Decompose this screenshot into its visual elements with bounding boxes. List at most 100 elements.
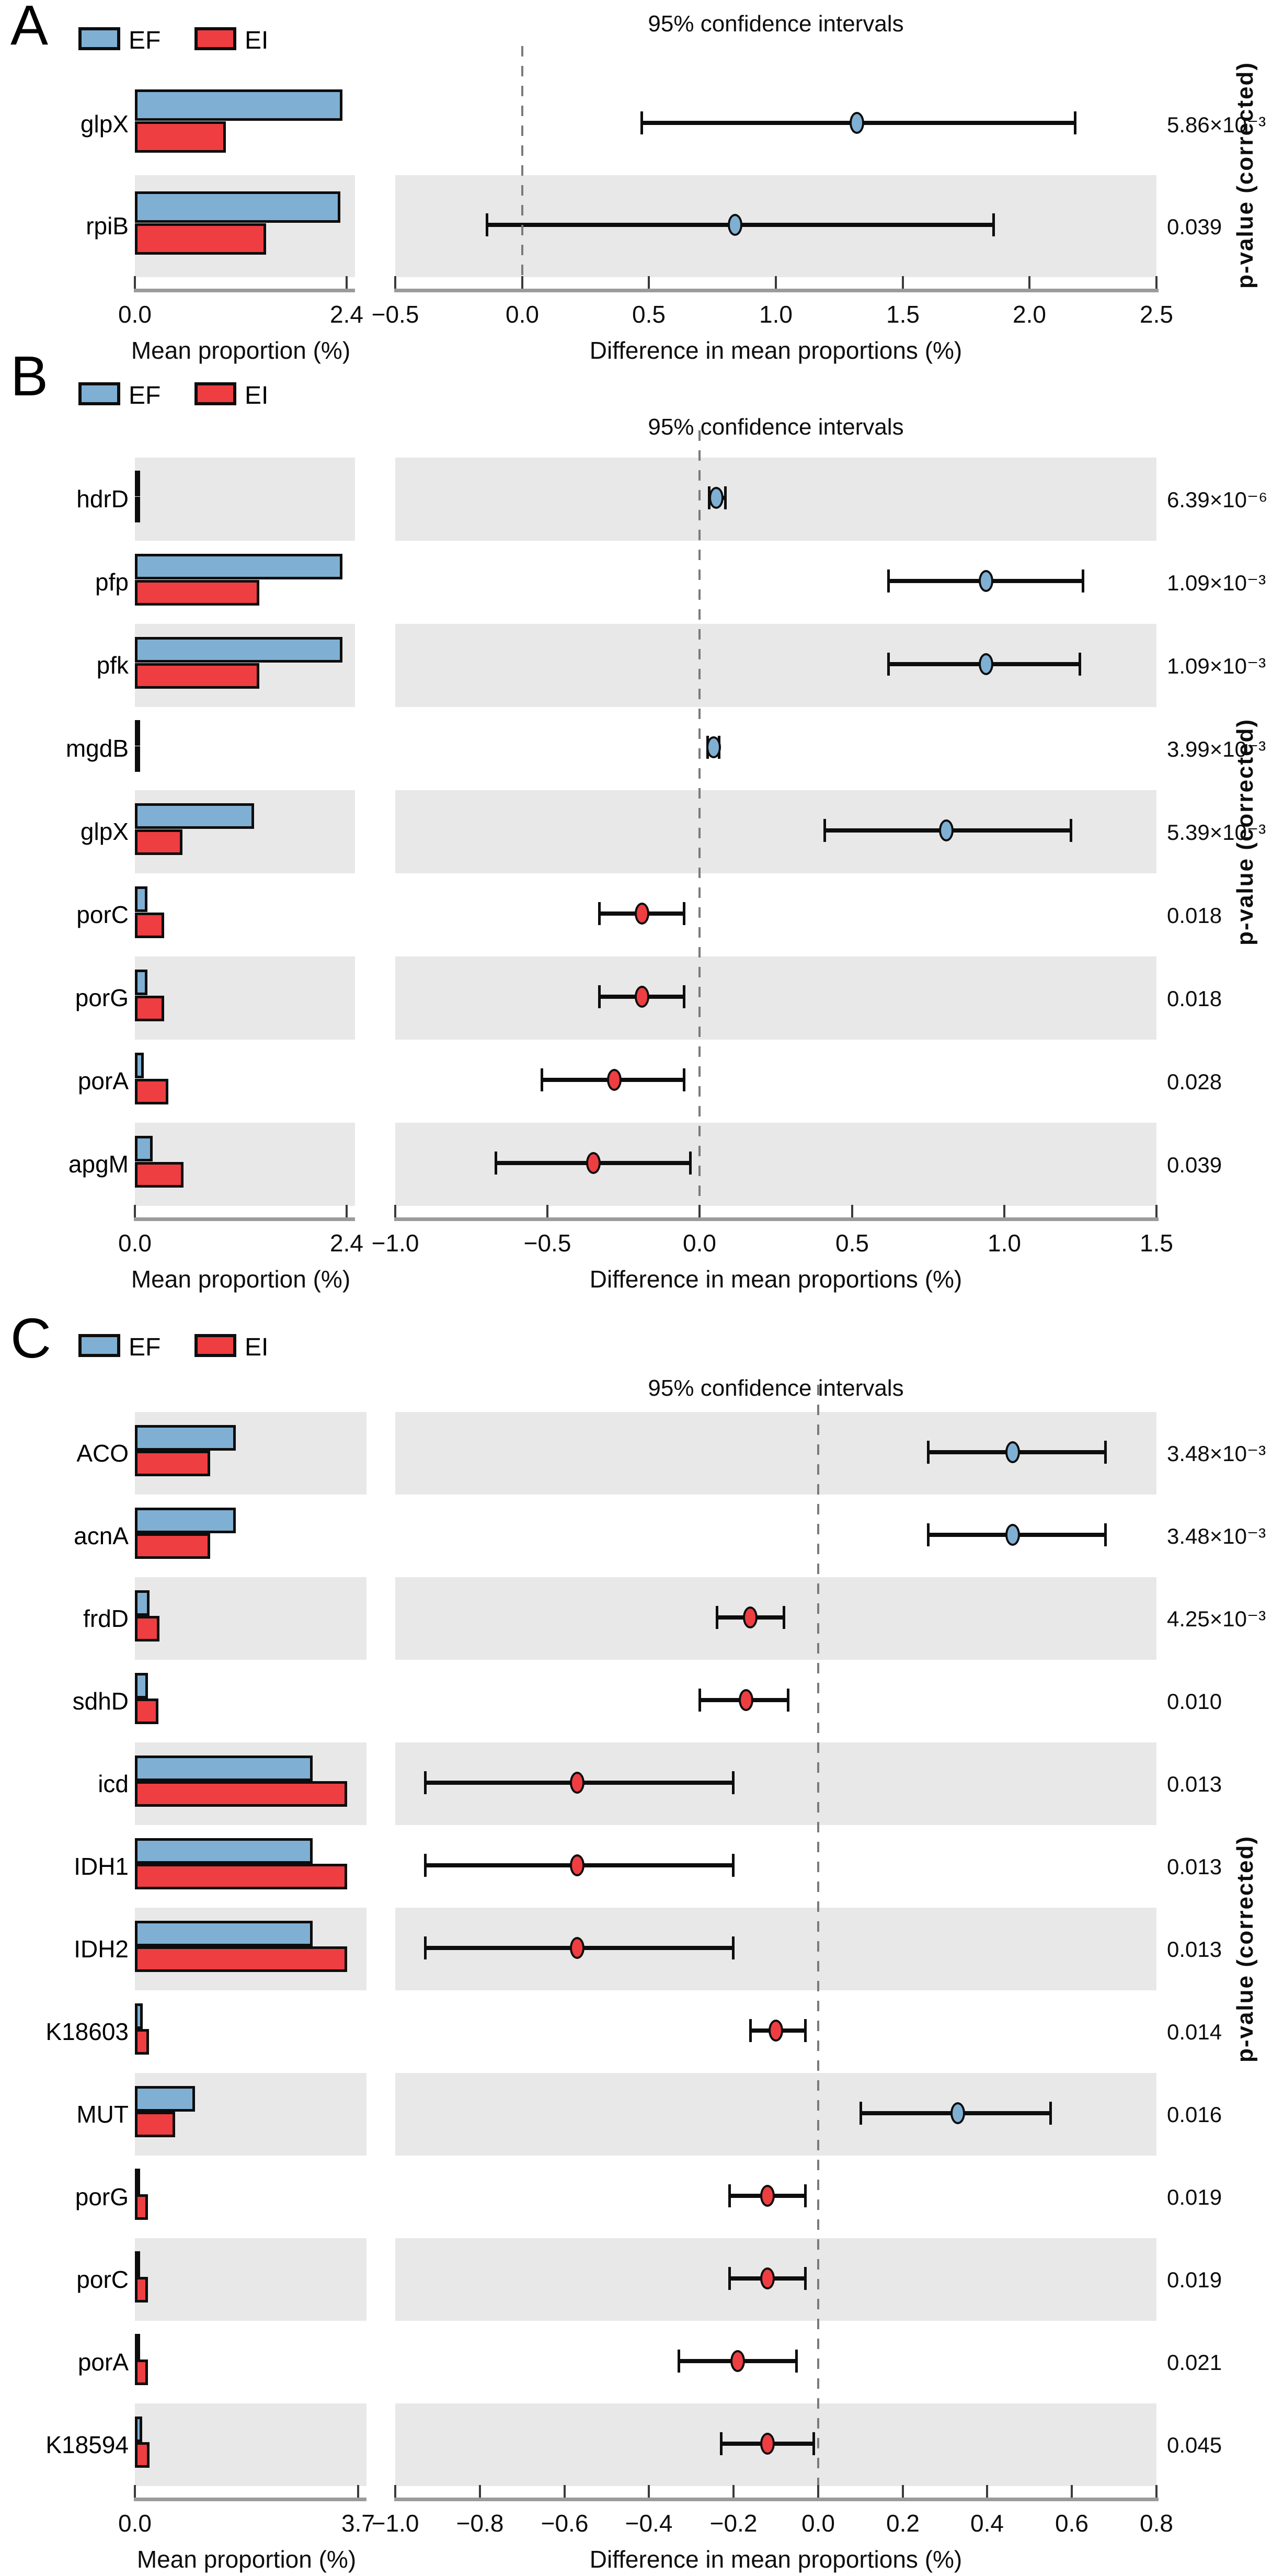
p-value: 6.39×10⁻⁶ (1167, 487, 1268, 512)
axis-tick (564, 2485, 566, 2498)
ei-bar (135, 1079, 168, 1104)
ci-dot (635, 903, 649, 925)
p-value: 0.013 (1167, 1772, 1222, 1796)
p-value: 1.09×10⁻³ (1167, 654, 1266, 678)
axis-tick (394, 1205, 396, 1217)
ci-cap-high (787, 1689, 789, 1712)
legend-ei-label: EI (245, 382, 269, 409)
axis-tick-label: 2.5 (1140, 301, 1173, 328)
axis-tick (134, 2485, 136, 2498)
ci-dot (706, 736, 721, 758)
ci-cap-high (732, 1936, 735, 1959)
axis-tick (346, 276, 348, 289)
axis-tick-label: −0.5 (523, 1229, 571, 1257)
ci-cap-high (683, 1068, 685, 1091)
right-axis-title: Difference in mean proportions (%) (589, 337, 962, 364)
ef-bar (135, 1921, 313, 1946)
legend-ei-swatch (194, 1334, 236, 1357)
ci-dot (570, 1937, 585, 1959)
ci-cap-low (860, 2102, 862, 2125)
ef-bar (135, 803, 254, 829)
p-value: 0.019 (1167, 2185, 1222, 2209)
ci-cap-high (1082, 569, 1084, 592)
row-porG: porG 0.019 (0, 2156, 1272, 2238)
ef-bar (135, 2417, 142, 2442)
axis-tick-label: 1.5 (886, 301, 920, 328)
ci-dot (709, 487, 724, 509)
right-axis-line (394, 2498, 1159, 2501)
p-value: 3.99×10⁻³ (1167, 737, 1266, 761)
ci-cap-low (640, 111, 643, 134)
ei-bar (135, 746, 140, 772)
ei-bar (135, 1781, 347, 1807)
ci-cap-low (541, 1068, 543, 1091)
axis-tick (1155, 1205, 1158, 1217)
ci-cap-high (783, 1606, 785, 1629)
ei-bar (135, 663, 259, 689)
ei-bar (135, 1533, 210, 1559)
ei-bar (135, 2112, 175, 2137)
ci-dot (728, 214, 742, 236)
legend-ei-swatch (194, 382, 236, 405)
row-glpX: glpX 5.39×10⁻³ (0, 790, 1272, 873)
row-sdhD: sdhD 0.010 (0, 1660, 1272, 1742)
panel-a-letter: A (10, 0, 49, 56)
ci-cap-high (732, 1771, 735, 1794)
p-value: 0.039 (1167, 214, 1222, 239)
gene-label: mgdB (65, 735, 129, 762)
ei-bar (135, 1616, 159, 1642)
ci-dot (570, 1772, 585, 1794)
right-axis-line (394, 289, 1159, 292)
axis-tick (134, 1205, 136, 1217)
p-value: 0.016 (1167, 2102, 1222, 2127)
row-K18594: K18594 0.045 (0, 2403, 1272, 2486)
axis-tick-label: −1.0 (371, 1229, 419, 1257)
p-value: 4.25×10⁻³ (1167, 1606, 1266, 1631)
ei-bar (135, 2442, 150, 2468)
ci-title: 95% confidence intervals (648, 11, 904, 37)
row-mgdB: mgdB 3.99×10⁻³ (0, 707, 1272, 790)
ef-bar (135, 2003, 143, 2029)
zero-line (521, 46, 523, 287)
ci-cap-high (804, 2267, 807, 2290)
ci-cap-high (689, 1152, 692, 1175)
row-icd: icd 0.013 (0, 1742, 1272, 1825)
axis-tick-label: 0.0 (118, 301, 152, 328)
axis-tick-label: 1.0 (759, 301, 793, 328)
ef-bar (135, 191, 340, 223)
ei-bar (135, 2277, 148, 2303)
ci-cap-high (732, 1854, 735, 1877)
ei-bar (135, 829, 182, 855)
row-porA: porA 0.028 (0, 1040, 1272, 1123)
ci-cap-low (716, 1606, 718, 1629)
ci-cap-high (683, 902, 685, 925)
ci-dot (586, 1152, 601, 1174)
pvalue-axis-title: p-value (corrected) (1232, 718, 1258, 945)
p-value: 3.48×10⁻³ (1167, 1524, 1266, 1548)
axis-tick-label: 0.5 (632, 301, 666, 328)
ci-cap-low (698, 1689, 701, 1712)
ef-bar (135, 2086, 195, 2112)
ef-bar (135, 1756, 313, 1781)
gene-label: pfp (95, 568, 129, 596)
row-pfk: pfk 1.09×10⁻³ (0, 624, 1272, 707)
gene-label: porG (75, 2183, 129, 2210)
left-axis-line (134, 289, 355, 292)
left-axis-title: Mean proportion (%) (136, 2546, 357, 2573)
axis-tick (817, 2485, 819, 2498)
legend-ei-swatch (194, 27, 236, 50)
p-value: 0.021 (1167, 2350, 1222, 2375)
row-porG: porG 0.018 (0, 956, 1272, 1040)
axis-tick (394, 276, 396, 289)
ei-bar (135, 223, 266, 255)
ef-bar (135, 2169, 140, 2194)
row-band-left (135, 2403, 366, 2486)
axis-tick (1155, 2485, 1158, 2498)
p-value: 1.09×10⁻³ (1167, 571, 1266, 595)
ci-dot (850, 112, 864, 134)
axis-tick-label: 0.0 (683, 1229, 716, 1257)
row-K18603: K18603 0.014 (0, 1990, 1272, 2073)
legend-ef-label: EF (129, 27, 161, 54)
ci-dot (730, 2350, 745, 2372)
ci-cap-high (1074, 111, 1076, 134)
